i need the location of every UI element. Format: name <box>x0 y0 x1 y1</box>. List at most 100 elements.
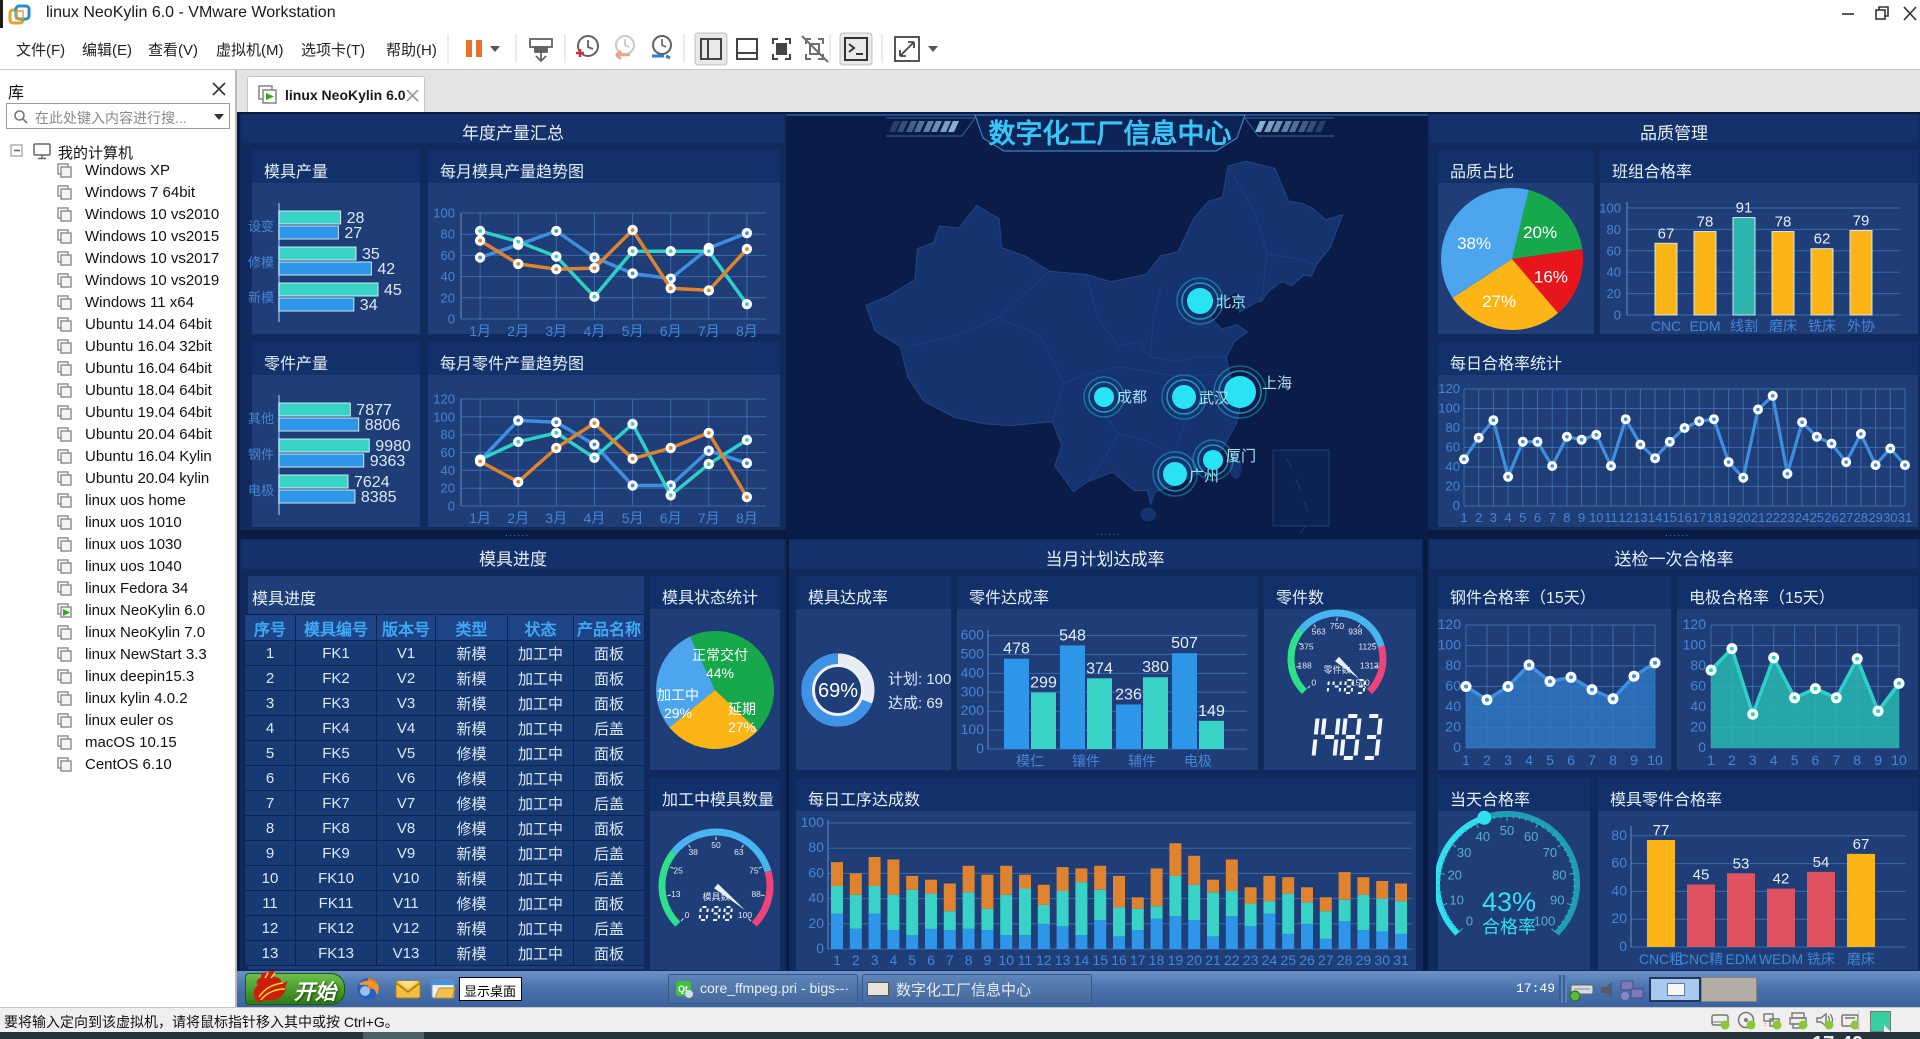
svg-text:80: 80 <box>808 839 824 855</box>
svg-text:零件数: 零件数 <box>1323 664 1350 675</box>
svg-text:300: 300 <box>961 683 985 699</box>
svg-text:4: 4 <box>890 952 898 968</box>
svg-text:80: 80 <box>441 427 455 442</box>
svg-text:正常交付: 正常交付 <box>692 647 748 663</box>
svg-text:10: 10 <box>1891 752 1907 768</box>
svg-text:40: 40 <box>808 890 824 906</box>
svg-text:钢件: 钢件 <box>248 447 274 462</box>
svg-text:28: 28 <box>347 210 365 227</box>
svg-text:50: 50 <box>711 840 721 850</box>
svg-text:23: 23 <box>1243 952 1259 968</box>
svg-text:54: 54 <box>1813 854 1830 871</box>
svg-text:13: 13 <box>671 889 681 899</box>
svg-text:2月: 2月 <box>507 510 529 526</box>
svg-text:120: 120 <box>433 392 455 407</box>
svg-text:4: 4 <box>1504 510 1511 525</box>
svg-text:600: 600 <box>961 627 985 643</box>
svg-text:8: 8 <box>1609 752 1617 768</box>
svg-text:17: 17 <box>1130 952 1146 968</box>
svg-text:1: 1 <box>1707 752 1715 768</box>
svg-text:19: 19 <box>1721 510 1735 525</box>
svg-text:16: 16 <box>1677 510 1691 525</box>
svg-text:5: 5 <box>908 952 916 968</box>
svg-text:20: 20 <box>441 290 455 305</box>
svg-text:1: 1 <box>1460 510 1467 525</box>
svg-text:60: 60 <box>1524 829 1538 844</box>
svg-text:23: 23 <box>1780 510 1794 525</box>
svg-text:1月: 1月 <box>469 323 491 339</box>
svg-text:29: 29 <box>1356 952 1372 968</box>
svg-text:80: 80 <box>1611 827 1627 843</box>
svg-text:75: 75 <box>749 865 759 875</box>
svg-text:26: 26 <box>1299 952 1315 968</box>
svg-text:548: 548 <box>1059 627 1086 644</box>
svg-text:42: 42 <box>377 261 395 278</box>
svg-text:5: 5 <box>1546 752 1554 768</box>
svg-text:5月: 5月 <box>622 510 644 526</box>
svg-text:9980: 9980 <box>375 438 411 455</box>
svg-text:29%: 29% <box>664 705 692 721</box>
svg-text:60: 60 <box>808 864 824 880</box>
svg-text:8: 8 <box>965 952 973 968</box>
svg-text:50: 50 <box>1500 823 1514 838</box>
svg-text:9363: 9363 <box>370 453 406 470</box>
svg-text:8: 8 <box>1853 752 1861 768</box>
svg-text:磨床: 磨床 <box>1769 318 1797 334</box>
svg-text:EDM: EDM <box>1725 951 1756 967</box>
svg-text:35: 35 <box>362 246 380 263</box>
svg-text:21: 21 <box>1751 510 1765 525</box>
svg-text:10: 10 <box>1449 892 1463 907</box>
svg-text:20: 20 <box>1736 510 1750 525</box>
svg-text:外协: 外协 <box>1847 318 1875 334</box>
svg-text:188: 188 <box>1298 660 1312 670</box>
svg-text:15: 15 <box>1663 510 1677 525</box>
svg-text:22: 22 <box>1224 952 1240 968</box>
svg-text:0: 0 <box>1453 498 1460 513</box>
svg-text:3月: 3月 <box>545 510 567 526</box>
svg-text:计划: 100: 计划: 100 <box>888 671 951 688</box>
svg-text:延期: 延期 <box>728 701 756 717</box>
svg-text:236: 236 <box>1115 686 1142 703</box>
svg-text:CNC精: CNC精 <box>1679 951 1723 967</box>
svg-text:0: 0 <box>976 740 984 756</box>
svg-text:25: 25 <box>1280 952 1296 968</box>
svg-text:100: 100 <box>801 814 825 830</box>
svg-text:100: 100 <box>1438 637 1461 653</box>
svg-text:563: 563 <box>1312 627 1326 637</box>
svg-text:镶件: 镶件 <box>1072 753 1100 769</box>
svg-text:63: 63 <box>734 847 744 857</box>
svg-text:8385: 8385 <box>361 489 397 506</box>
svg-text:20: 20 <box>1445 719 1461 735</box>
svg-text:100: 100 <box>433 409 455 424</box>
svg-text:7: 7 <box>946 952 954 968</box>
svg-text:6月: 6月 <box>660 510 682 526</box>
svg-text:40: 40 <box>1607 265 1621 280</box>
svg-text:4月: 4月 <box>584 323 606 339</box>
svg-text:北京: 北京 <box>1216 294 1246 311</box>
svg-text:1: 1 <box>833 952 841 968</box>
svg-text:91: 91 <box>1736 200 1753 217</box>
svg-text:27%: 27% <box>1482 292 1516 311</box>
svg-text:60: 60 <box>1446 440 1460 455</box>
svg-text:成都: 成都 <box>1117 389 1147 406</box>
svg-text:27: 27 <box>1839 510 1853 525</box>
svg-text:380: 380 <box>1142 659 1169 676</box>
svg-text:16%: 16% <box>1534 267 1568 286</box>
svg-text:88: 88 <box>751 889 761 899</box>
svg-text:达成: 69: 达成: 69 <box>888 695 943 712</box>
svg-text:合格率: 合格率 <box>1482 917 1536 937</box>
svg-text:20: 20 <box>1446 479 1460 494</box>
svg-text:5: 5 <box>1519 510 1526 525</box>
svg-text:CNC: CNC <box>1651 318 1681 334</box>
svg-text:7624: 7624 <box>354 474 390 491</box>
svg-text:40: 40 <box>1611 882 1627 898</box>
svg-text:400: 400 <box>961 664 985 680</box>
svg-text:70: 70 <box>1543 845 1557 860</box>
svg-text:18: 18 <box>1149 952 1165 968</box>
svg-text:模具数: 模具数 <box>702 891 729 902</box>
svg-text:9: 9 <box>984 952 992 968</box>
svg-text:15: 15 <box>1092 952 1108 968</box>
svg-text:2: 2 <box>1728 752 1736 768</box>
svg-text:25: 25 <box>673 865 683 875</box>
svg-text:辅件: 辅件 <box>1128 753 1156 769</box>
